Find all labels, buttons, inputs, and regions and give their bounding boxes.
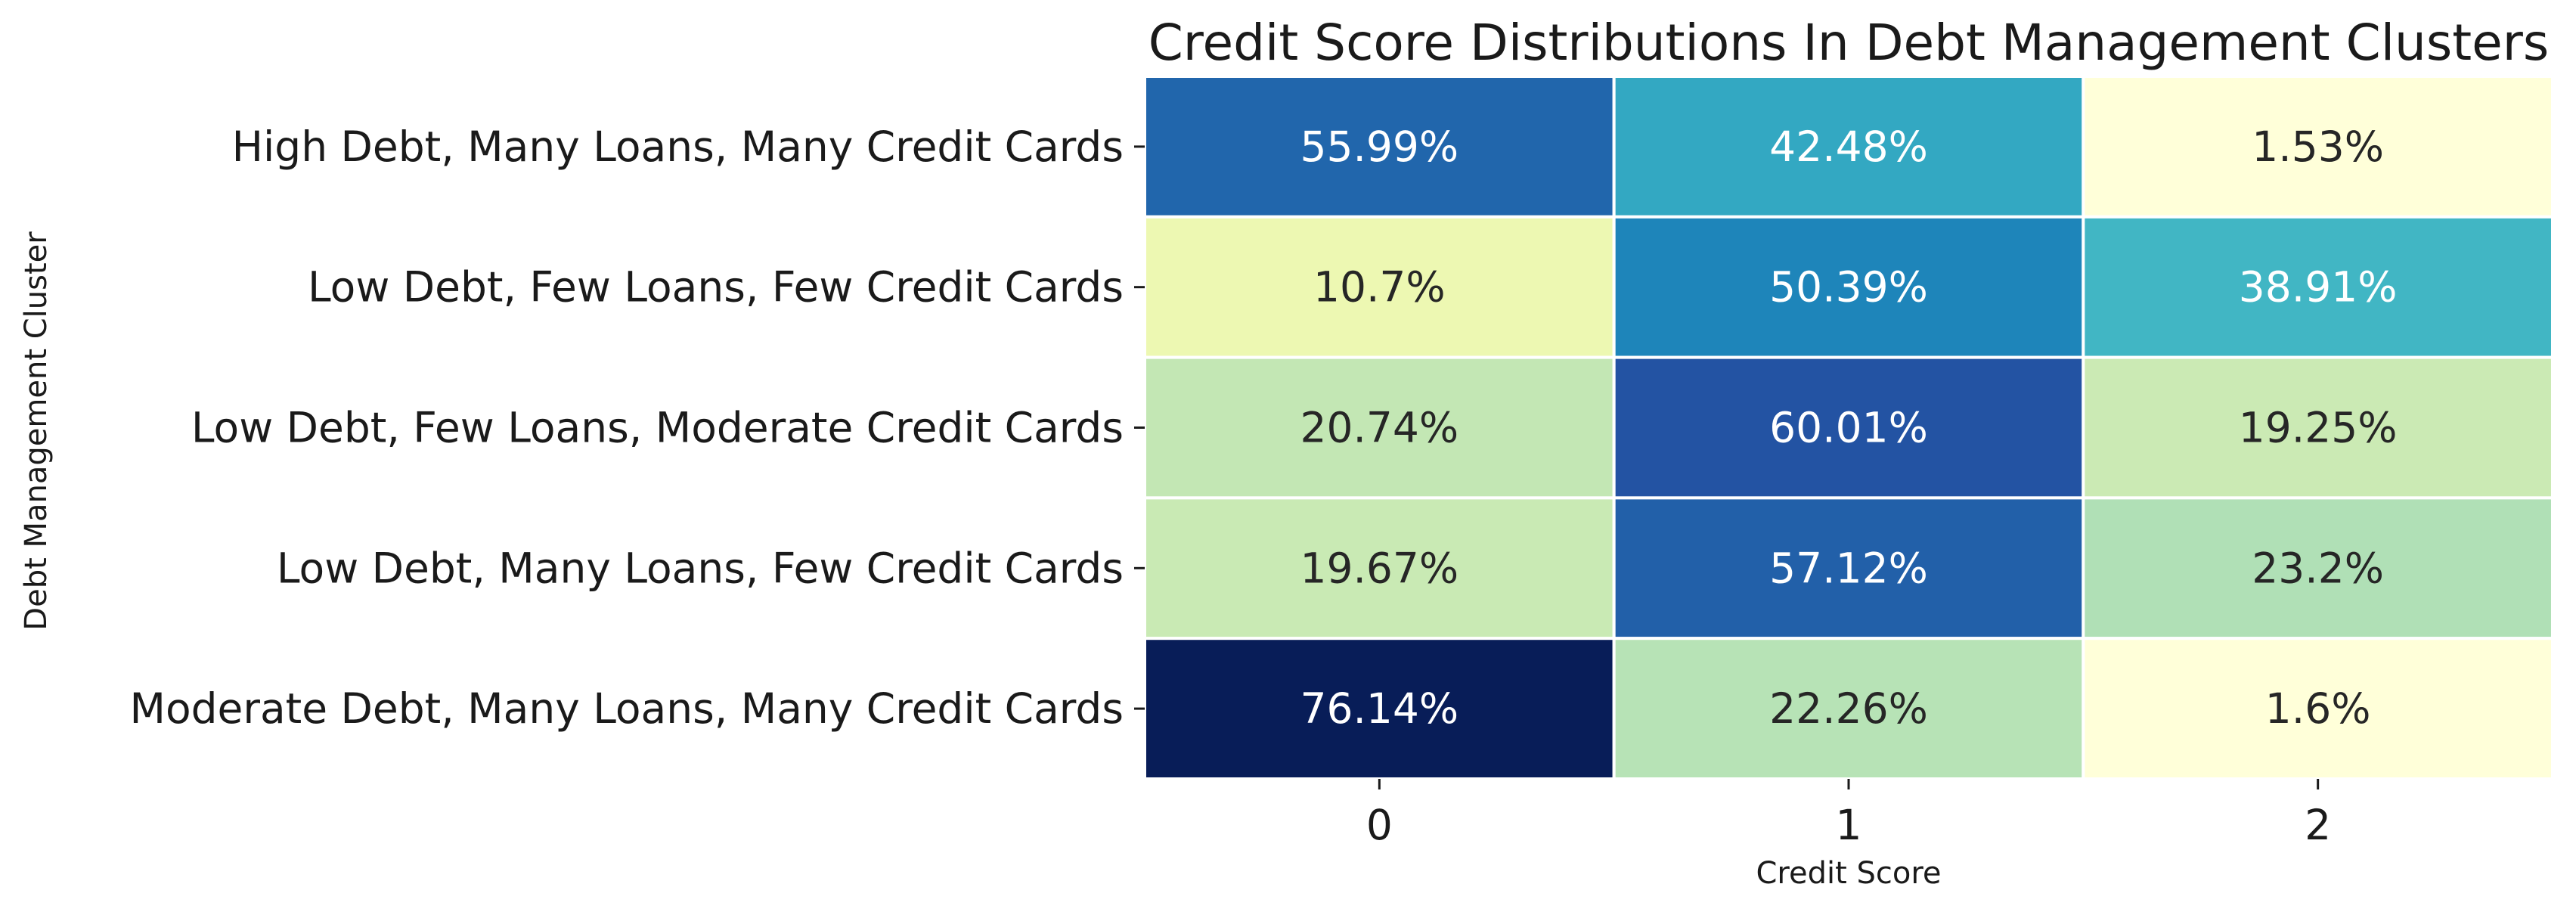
heatmap-cell-r1-c2 [2082, 215, 2554, 359]
x-axis-ticks: 0 1 2 [1366, 779, 2331, 849]
heatmap-cell-label-r2-c1: 60.01% [1769, 404, 1928, 452]
x-tick-label-2: 2 [2305, 801, 2331, 849]
y-tick-label-4: Moderate Debt, Many Loans, Many Credit C… [130, 684, 1124, 733]
x-tick-label-0: 0 [1366, 801, 1393, 849]
heatmap-cell-label-r0-c2: 1.53% [2252, 123, 2384, 171]
y-tick-label-3: Low Debt, Many Loans, Few Credit Cards [277, 544, 1124, 592]
heatmap-cells [1143, 75, 2554, 781]
heatmap-cell-label-r3-c2: 23.2% [2252, 544, 2384, 592]
y-tick-label-2: Low Debt, Few Loans, Moderate Credit Car… [191, 404, 1124, 452]
heatmap-cell-r0-c0 [1143, 75, 1616, 219]
heatmap-cell-label-r2-c0: 20.74% [1300, 404, 1458, 452]
heatmap-cell-r4-c2 [2082, 637, 2554, 781]
heatmap-cell-label-r1-c1: 50.39% [1769, 263, 1928, 312]
y-axis-ticks: High Debt, Many Loans, Many Credit Cards… [130, 123, 1145, 733]
y-tick-label-0: High Debt, Many Loans, Many Credit Cards [232, 123, 1124, 171]
heatmap-cell-label-r2-c2: 19.25% [2239, 404, 2398, 452]
heatmap-cell-label-r4-c1: 22.26% [1769, 684, 1928, 733]
heatmap-cell-r4-c1 [1612, 637, 2085, 781]
heatmap-cell-r0-c1 [1612, 75, 2085, 219]
heatmap-cell-label-r0-c0: 55.99% [1300, 123, 1458, 171]
heatmap-cell-label-r3-c1: 57.12% [1769, 544, 1928, 592]
heatmap-cell-label-r1-c0: 10.7% [1313, 263, 1446, 312]
heatmap-cell-label-r1-c2: 38.91% [2239, 263, 2398, 312]
heatmap-cell-label-r4-c2: 1.6% [2265, 684, 2371, 733]
x-tick-label-1: 1 [1836, 801, 1862, 849]
x-axis-label: Credit Score [1756, 856, 1941, 891]
heatmap-cell-r3-c2 [2082, 496, 2554, 640]
y-tick-label-1: Low Debt, Few Loans, Few Credit Cards [308, 263, 1124, 312]
heatmap-cell-label-r3-c0: 19.67% [1300, 544, 1458, 592]
heatmap-cell-r1-c0 [1143, 215, 1616, 359]
y-axis-label: Debt Management Cluster [19, 231, 54, 631]
heatmap-cell-r0-c2 [2082, 75, 2554, 219]
heatmap-cell-label-r4-c0: 76.14% [1300, 684, 1458, 733]
heatmap-cell-labels: 55.99% 42.48% 1.53% 10.7% 50.39% 38.91% 20.74%… [1300, 123, 2397, 733]
chart-title: Credit Score Distributions In Debt Manag… [1149, 14, 2550, 72]
heatmap-cell-r3-c0 [1143, 496, 1616, 640]
heatmap-cell-label-r0-c1: 42.48% [1769, 123, 1928, 171]
heatmap-cell-r2-c1 [1612, 355, 2085, 500]
